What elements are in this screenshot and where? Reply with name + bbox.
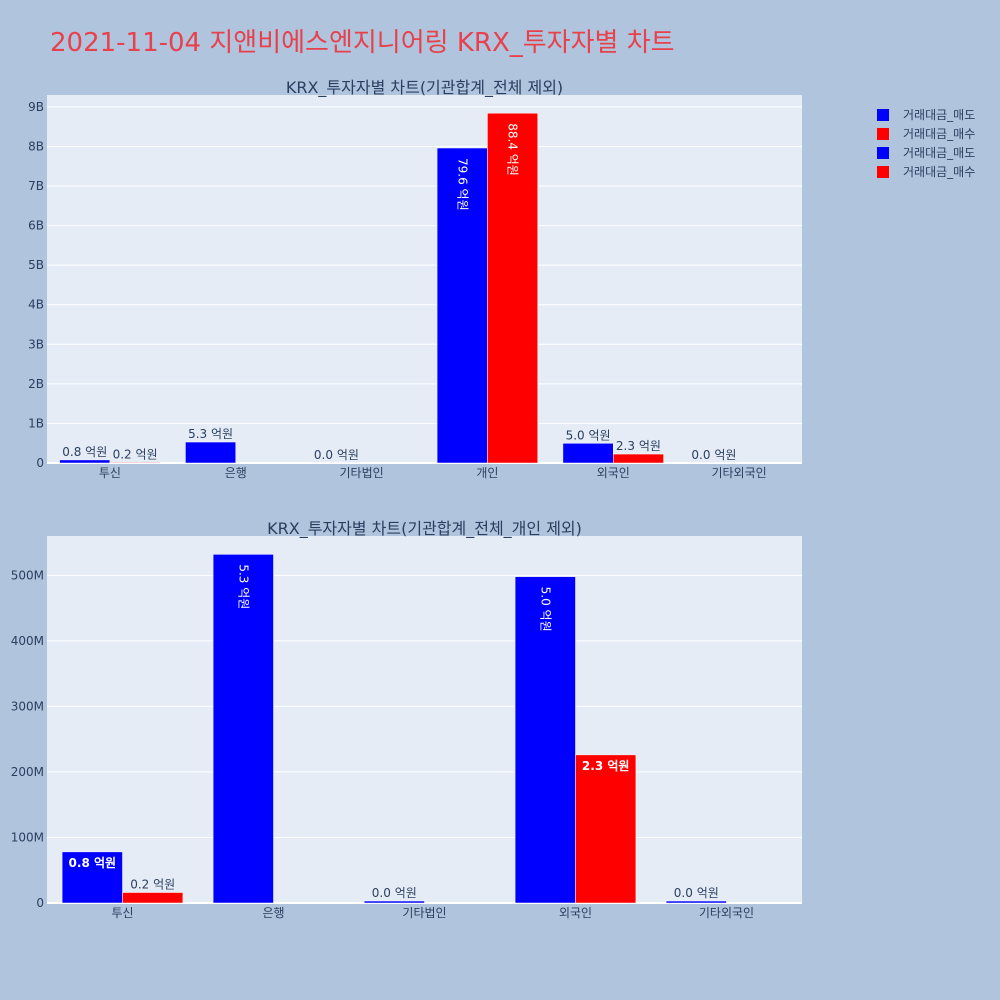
- bar: [613, 453, 664, 464]
- bar-label: 2.3 억원: [582, 759, 630, 773]
- plot-area: [47, 95, 802, 463]
- chart-title: KRX_투자자별 차트(기관합계_전체_개인 제외): [267, 519, 582, 539]
- y-tick-label: 400M: [11, 634, 44, 648]
- bar-label: 5.3 억원: [236, 564, 250, 609]
- bar: [436, 147, 488, 464]
- y-tick-label: 3B: [28, 337, 44, 351]
- y-tick-label: 7B: [28, 179, 44, 193]
- bar: [562, 443, 614, 464]
- legend-swatch: [877, 166, 889, 178]
- y-tick-label: 0: [36, 456, 44, 470]
- bar-label: 5.3 억원: [188, 427, 233, 441]
- x-tick-label: 기타외국인: [699, 906, 754, 920]
- bar: [363, 900, 425, 904]
- x-tick-label: 투신: [111, 906, 133, 920]
- plot-area: [47, 536, 802, 903]
- y-tick-label: 0: [36, 896, 44, 910]
- x-tick-label: 투신: [99, 466, 121, 480]
- bar-label: 0.8 억원: [69, 856, 117, 870]
- chart-top: 0 1B 2B 3B 4B 5B 6B 7B 8B 9B KRX_투자자별 차트(기관합계_전체 제…: [28, 78, 802, 480]
- bar: [59, 459, 111, 464]
- bar-label: 5.0 억원: [538, 587, 552, 632]
- chart-bottom: 0 100M 200M 300M 400M 500M KRX_투자자별 차트(기관합계_전체…: [11, 519, 802, 920]
- y-tick-label: 100M: [11, 830, 44, 844]
- y-tick-label: 8B: [28, 139, 44, 153]
- chart-title: KRX_투자자별 차트(기관합계_전체 제외): [286, 78, 563, 98]
- y-tick-label: 300M: [11, 699, 44, 713]
- bar: [212, 554, 274, 904]
- y-tick-label: 5B: [28, 258, 44, 272]
- bar: [61, 851, 123, 904]
- x-tick-label: 기타법인: [339, 466, 383, 480]
- bar: [665, 900, 727, 904]
- bar-label: 0.0 억원: [372, 886, 417, 900]
- x-tick-label: 개인: [476, 466, 498, 480]
- bar-label: 0.0 억원: [674, 886, 719, 900]
- bar-label: 0.2 억원: [130, 878, 175, 892]
- bar-label: 0.8 억원: [62, 445, 107, 459]
- bar-label: 2.3 억원: [616, 439, 661, 453]
- bar-label: 0.0 억원: [314, 448, 359, 462]
- bar: [514, 576, 576, 904]
- x-tick-label: 기타외국인: [711, 466, 766, 480]
- bar-label: 88.4 억원: [506, 123, 520, 176]
- legend-entry: 거래대금_매도: [903, 146, 975, 160]
- bar: [575, 754, 637, 904]
- legend-swatch: [877, 128, 889, 140]
- x-tick-label: 은행: [262, 905, 284, 920]
- bar-label: 5.0 억원: [566, 428, 611, 442]
- legend-entry: 거래대금_매수: [903, 165, 975, 179]
- x-tick-label: 기타법인: [402, 906, 446, 920]
- bar-label: 0.2 억원: [113, 447, 158, 461]
- x-tick-label: 은행: [225, 465, 247, 480]
- bar: [109, 462, 161, 464]
- y-tick-label: 9B: [28, 100, 44, 114]
- page-title: 2021-11-04 지앤비에스엔지니어링 KRX_투자자별 차트: [50, 28, 675, 58]
- bar-label: 0.0 억원: [691, 448, 736, 462]
- bar: [487, 112, 538, 464]
- bar-label: 79.6 억원: [455, 158, 469, 211]
- x-tick-label: 외국인: [597, 466, 630, 480]
- legend-entry: 거래대금_매수: [903, 127, 975, 141]
- y-tick-label: 4B: [28, 298, 44, 312]
- bar: [185, 441, 237, 464]
- x-tick-label: 외국인: [559, 906, 592, 920]
- y-tick-label: 6B: [28, 219, 44, 233]
- y-tick-label: 500M: [11, 568, 44, 582]
- y-tick-label: 200M: [11, 765, 44, 779]
- legend-swatch: [877, 109, 889, 121]
- legend-entry: 거래대금_매도: [903, 108, 975, 122]
- legend-swatch: [877, 147, 889, 159]
- bar: [122, 892, 184, 904]
- y-tick-label: 2B: [28, 377, 44, 391]
- y-tick-label: 1B: [28, 416, 44, 430]
